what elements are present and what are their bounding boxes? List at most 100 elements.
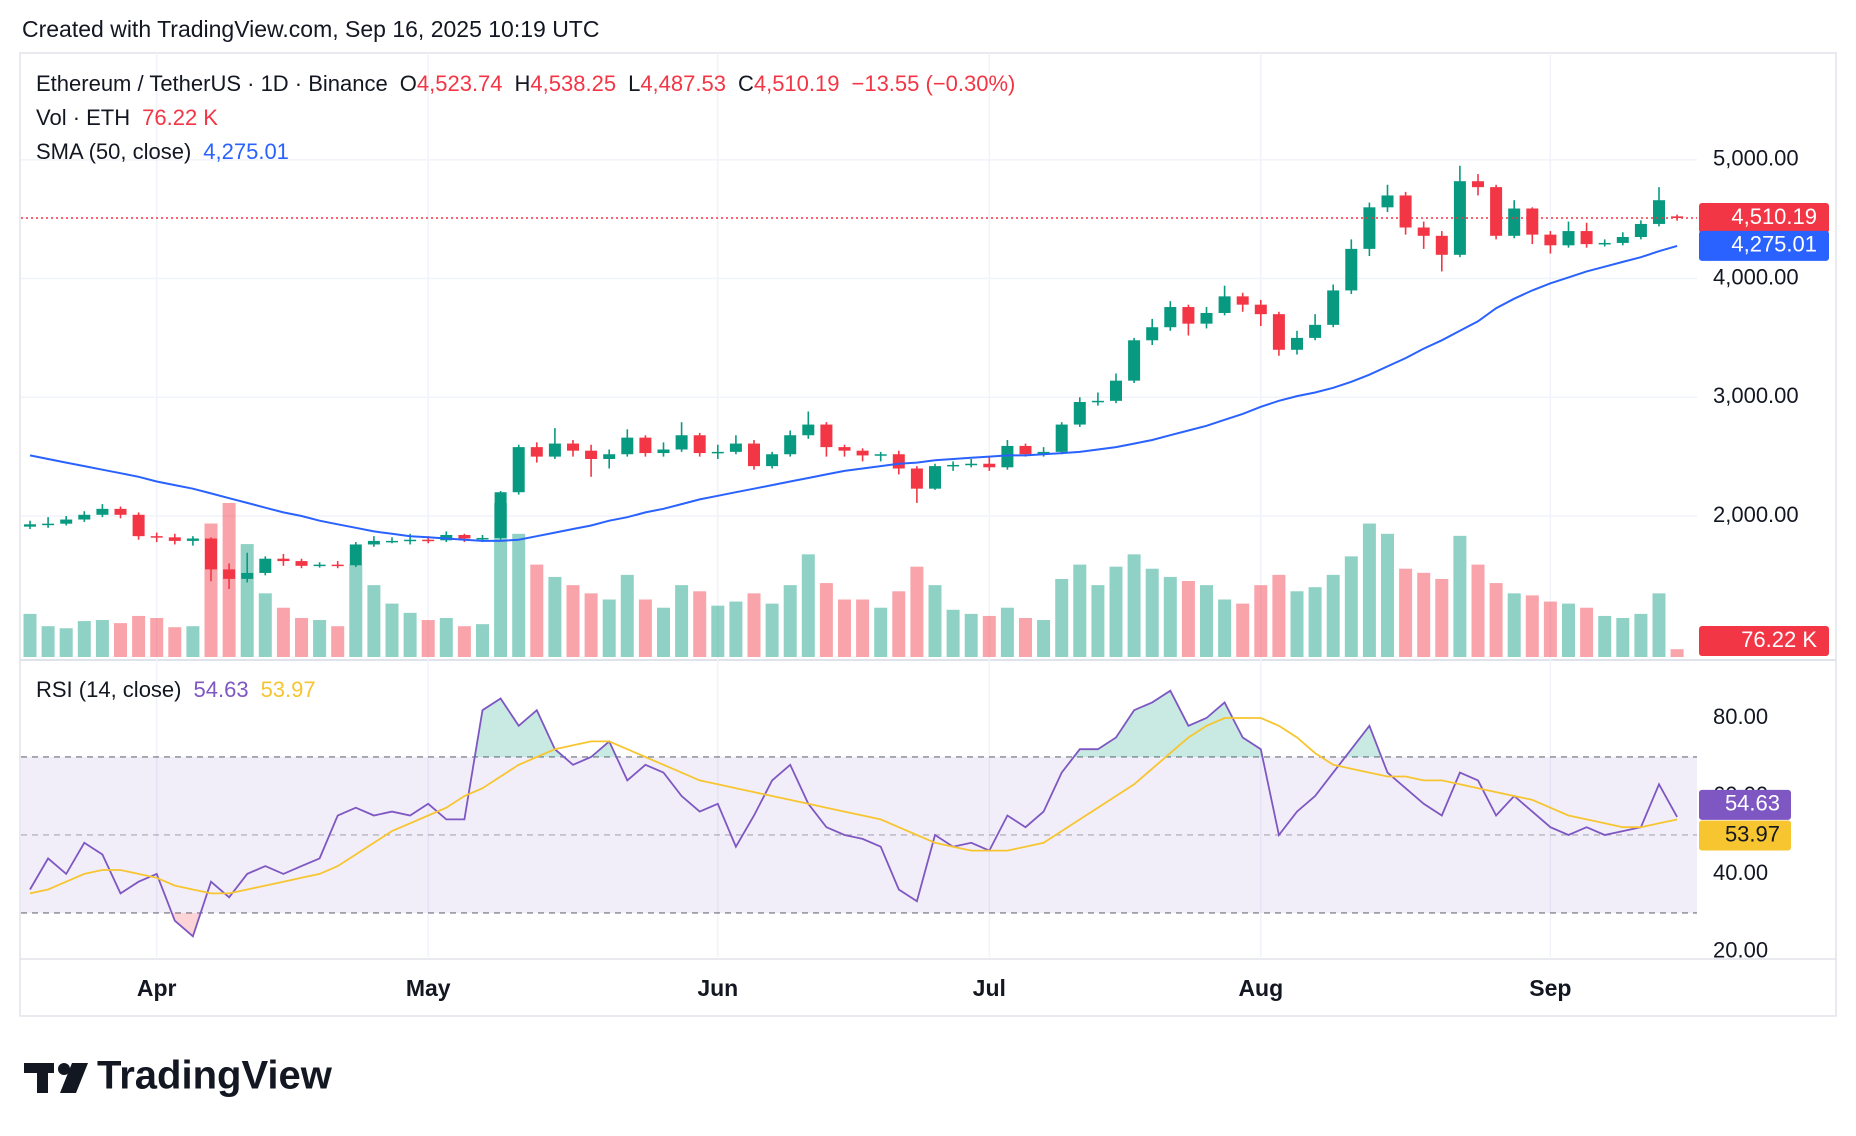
candle-body (1001, 445, 1014, 468)
candle-body (947, 464, 960, 467)
chart-title: Ethereum / TetherUS · 1D · Binance (36, 71, 388, 96)
candle-body (1128, 340, 1141, 381)
logo-shape (60, 1063, 88, 1093)
candle-body (838, 447, 851, 451)
candle-body (784, 435, 797, 455)
volume-bar (403, 612, 417, 657)
candle-body (223, 569, 236, 579)
volume-bar (1073, 564, 1087, 657)
candle-body (349, 544, 362, 566)
rsi-tag: 53.97 (1725, 821, 1780, 846)
candle-body (585, 450, 598, 459)
volume-bar (258, 593, 272, 657)
volume-bar (421, 620, 435, 657)
volume-bar (1236, 603, 1250, 657)
brand-logo (24, 1063, 88, 1093)
candle-body (78, 514, 91, 520)
candle-body (1435, 235, 1448, 255)
volume-bar (729, 601, 743, 657)
candle-body (1073, 402, 1086, 425)
volume-tag-box (1699, 626, 1829, 656)
candle-body (1055, 424, 1068, 452)
ohlc-label: L (628, 71, 640, 96)
volume-bar (1580, 607, 1594, 657)
volume-bar (1453, 535, 1467, 657)
y-tick-label: 4,000.00 (1713, 264, 1799, 289)
volume-bar (892, 591, 906, 657)
volume-bar (1381, 533, 1394, 657)
candle-body (1616, 237, 1629, 243)
candle-body (1200, 312, 1213, 324)
volume-bar (1471, 564, 1485, 657)
volume-bar (476, 624, 489, 657)
volume-bar (1435, 578, 1449, 657)
volume-bar (41, 626, 55, 657)
volume-bar (566, 585, 580, 657)
candle-body (748, 443, 760, 467)
candle-body (1399, 195, 1412, 228)
candle-body (1472, 181, 1484, 188)
volume-bar (276, 607, 290, 657)
candle-body (1236, 296, 1249, 305)
volume-bar (602, 599, 616, 657)
volume-bar (964, 613, 978, 657)
candle-body (1653, 200, 1665, 224)
volume-bar (1525, 595, 1539, 657)
volume-bar (783, 585, 797, 657)
volume-bar (946, 609, 960, 657)
ohlc-value: 4,487.53 (640, 71, 726, 96)
candle-body (1598, 242, 1611, 245)
sma-tag: 4,275.01 (1731, 232, 1817, 257)
candle-body (150, 536, 163, 538)
candle-body (1291, 337, 1303, 350)
source-note: Created with TradingView.com, Sep 16, 20… (22, 16, 599, 42)
volume-bar (1019, 617, 1032, 657)
volume-bar (1670, 649, 1684, 657)
volume-bar (313, 620, 327, 657)
rsi-title: RSI (14, close) (36, 677, 182, 702)
candle-body (603, 454, 616, 459)
volume-bar (819, 583, 833, 657)
volume-bar (982, 615, 996, 657)
volume-bar (1127, 554, 1141, 657)
volume-bar (1218, 599, 1232, 657)
volume-bar (638, 599, 652, 657)
volume-bar (512, 533, 526, 657)
volume-bar (349, 564, 363, 657)
candle-body (512, 447, 525, 493)
ohlc-label: O (400, 71, 417, 96)
candle-body (331, 564, 344, 567)
candle-body (386, 540, 398, 543)
volume-bar (114, 623, 127, 657)
change-value: −13.55 (−0.30%) (851, 71, 1015, 96)
candle-body (1019, 445, 1032, 455)
candle-body (1164, 307, 1177, 328)
volume-bar (693, 591, 707, 657)
volume-bar (874, 607, 888, 657)
volume-bar (132, 615, 146, 657)
candle-body (1526, 208, 1539, 235)
candle-body (621, 437, 634, 455)
candle-body (530, 447, 543, 457)
y-tick-label: 20.00 (1713, 938, 1768, 963)
candle-body (259, 558, 272, 573)
candle-body (657, 449, 670, 454)
volume-bar (1507, 593, 1521, 657)
candle-body (892, 454, 905, 469)
candle-body (548, 443, 561, 457)
candle-body (1146, 327, 1159, 341)
volume-bar (1272, 574, 1286, 657)
volume-bar (1399, 568, 1413, 657)
volume-name: Vol · ETH (36, 105, 130, 130)
volume-bar (385, 603, 399, 657)
volume-bar (1634, 613, 1648, 657)
candle-body (1218, 296, 1231, 313)
candle-body (1363, 207, 1376, 249)
legend-line: SMA (50, close) 4,275.01 (36, 139, 289, 164)
candle-body (693, 435, 706, 454)
volume-value: 76.22 K (142, 105, 218, 130)
chart-frame (19, 52, 1837, 1017)
volume-bar (801, 554, 815, 657)
candle-body (1634, 223, 1647, 238)
